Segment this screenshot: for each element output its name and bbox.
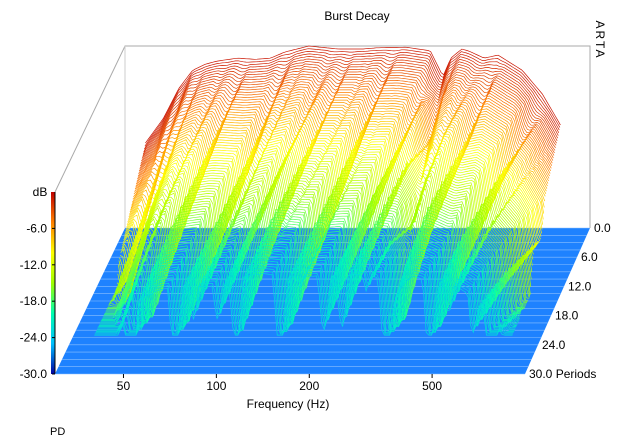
decay-trace [143, 53, 560, 153]
decay-trace [142, 58, 559, 157]
decay-trace [140, 66, 557, 164]
decay-trace [128, 120, 546, 218]
depth-tick-label: 6.0 [581, 250, 598, 264]
decay-trace [101, 242, 520, 321]
decay-trace [98, 254, 517, 328]
decay-trace [127, 125, 545, 223]
axes-frame [54, 45, 591, 374]
z-tick-label: -30.0 [20, 367, 48, 381]
decay-trace [102, 234, 521, 318]
decay-trace [141, 61, 558, 159]
decay-trace [117, 168, 535, 287]
watermark-arta: ARTA [593, 21, 607, 60]
decay-trace [124, 138, 542, 243]
decay-trace [117, 171, 535, 288]
decay-trace [97, 257, 516, 329]
decay-trace [110, 199, 529, 301]
decay-trace [126, 128, 544, 226]
decay-trace [140, 68, 556, 167]
chart-title: Burst Decay [324, 9, 389, 23]
decay-trace [138, 73, 555, 172]
x-tick-label: 500 [422, 379, 442, 393]
decay-trace [143, 51, 560, 150]
decay-trace [100, 244, 519, 323]
z-axis-label: dB [33, 185, 48, 199]
decay-trace [130, 109, 548, 209]
depth-tick-label: 18.0 [555, 309, 579, 323]
z-tick-label: -12.0 [20, 258, 48, 272]
decay-trace [110, 201, 528, 302]
decay-trace [144, 48, 561, 147]
decay-trace [116, 177, 534, 290]
decay-trace [127, 122, 545, 220]
decay-trace [94, 273, 513, 336]
decay-trace [123, 141, 541, 247]
colorbar [51, 192, 55, 374]
decay-trace [109, 204, 527, 303]
frame-back-edges [54, 45, 591, 228]
x-tick-label: 100 [206, 379, 226, 393]
decay-trace [137, 78, 554, 177]
decay-trace [139, 71, 556, 169]
x-axis-label: Frequency (Hz) [247, 397, 330, 411]
decay-trace [141, 63, 557, 162]
x-tick-label: 200 [299, 379, 319, 393]
corner-label: PD [50, 426, 65, 438]
decay-trace [142, 56, 559, 155]
x-tick-label: 50 [117, 379, 131, 393]
decay-trace [145, 45, 561, 144]
decay-trace [126, 130, 543, 231]
decay-trace [137, 81, 554, 180]
depth-tick-label: 0.0 [594, 221, 611, 235]
decay-trace [129, 117, 546, 215]
depth-tick-label: 30.0 Periods [529, 367, 596, 381]
z-tick-label: -6.0 [26, 221, 47, 235]
decay-trace [95, 267, 514, 334]
decay-trace [111, 197, 529, 300]
decay-trace [129, 115, 547, 213]
decay-trace [130, 111, 547, 210]
decay-trace [123, 142, 541, 250]
decay-trace [100, 247, 519, 324]
depth-tick-label: 12.0 [568, 279, 592, 293]
decay-trace [125, 135, 542, 238]
decay-trace [125, 133, 543, 234]
z-tick-label: -24.0 [20, 331, 48, 345]
decay-trace [138, 76, 555, 174]
decay-traces [94, 45, 561, 336]
decay-trace [108, 209, 526, 306]
decay-trace [96, 265, 515, 333]
decay-trace [122, 145, 540, 256]
decay-trace [118, 165, 536, 286]
z-tick-label: -18.0 [20, 294, 48, 308]
axis-ticks: -6.0 -12.0 -18.0 -24.0 -30.0 50 100 200 500 0.0 6.… [20, 221, 611, 393]
depth-tick-label: 24.0 [542, 338, 566, 352]
